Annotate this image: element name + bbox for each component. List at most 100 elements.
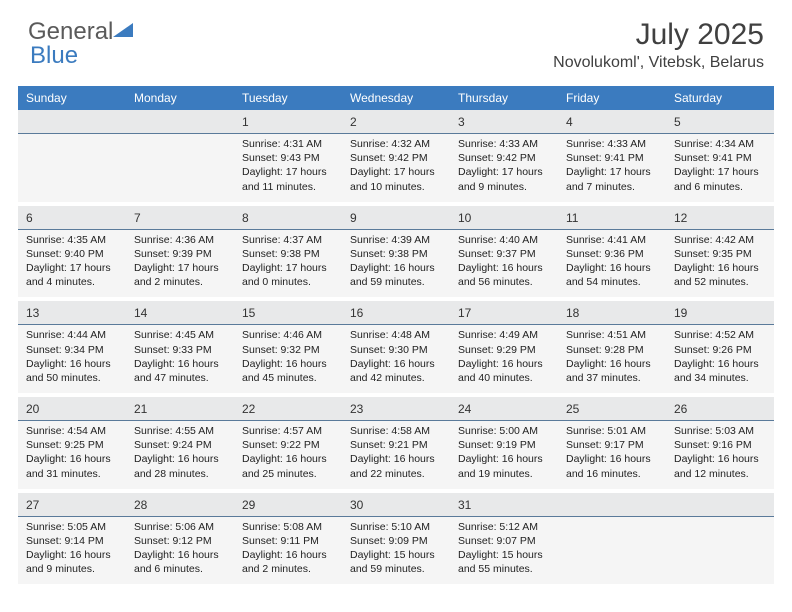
daynum-cell: 1 — [234, 110, 342, 134]
day-number: 26 — [674, 402, 687, 416]
sunrise-line: Sunrise: 4:48 AM — [350, 328, 442, 342]
day-number: 14 — [134, 306, 147, 320]
sunset-line: Sunset: 9:38 PM — [242, 247, 334, 261]
sunrise-line: Sunrise: 5:05 AM — [26, 520, 118, 534]
content-row: Sunrise: 4:44 AMSunset: 9:34 PMDaylight:… — [18, 325, 774, 393]
sunset-line: Sunset: 9:07 PM — [458, 534, 550, 548]
daynum-cell: 4 — [558, 110, 666, 134]
daylight-line: Daylight: 16 hours and 28 minutes. — [134, 452, 226, 480]
day-content-cell: Sunrise: 5:00 AMSunset: 9:19 PMDaylight:… — [450, 421, 558, 489]
day-content-cell: Sunrise: 5:10 AMSunset: 9:09 PMDaylight:… — [342, 517, 450, 585]
day-header-row: SundayMondayTuesdayWednesdayThursdayFrid… — [18, 86, 774, 110]
day-content-cell: Sunrise: 5:12 AMSunset: 9:07 PMDaylight:… — [450, 517, 558, 585]
daynum-row: 2021 22 23 24 25 26 — [18, 397, 774, 421]
sunset-line: Sunset: 9:29 PM — [458, 343, 550, 357]
daynum-cell — [558, 493, 666, 517]
daynum-cell — [18, 110, 126, 134]
sunrise-line: Sunrise: 4:36 AM — [134, 233, 226, 247]
sunset-line: Sunset: 9:40 PM — [26, 247, 118, 261]
day-header: Wednesday — [342, 86, 450, 110]
day-content-cell: Sunrise: 4:39 AMSunset: 9:38 PMDaylight:… — [342, 230, 450, 298]
daylight-line: Daylight: 16 hours and 42 minutes. — [350, 357, 442, 385]
daynum-cell: 9 — [342, 206, 450, 230]
daynum-cell: 23 — [342, 397, 450, 421]
sunrise-line: Sunrise: 4:45 AM — [134, 328, 226, 342]
day-number: 23 — [350, 402, 363, 416]
daynum-cell: 13 — [18, 301, 126, 325]
sunrise-line: Sunrise: 4:49 AM — [458, 328, 550, 342]
sunset-line: Sunset: 9:30 PM — [350, 343, 442, 357]
day-header: Sunday — [18, 86, 126, 110]
day-number: 9 — [350, 211, 357, 225]
day-content-cell: Sunrise: 4:37 AMSunset: 9:38 PMDaylight:… — [234, 230, 342, 298]
day-number: 24 — [458, 402, 471, 416]
content-row: Sunrise: 5:05 AMSunset: 9:14 PM Daylight:… — [18, 517, 774, 585]
day-number: 25 — [566, 402, 579, 416]
daynum-cell: 3 — [450, 110, 558, 134]
sunset-line: Sunset: 9:41 PM — [566, 151, 658, 165]
day-content-cell — [666, 517, 774, 585]
sunrise-line: Sunrise: 4:33 AM — [566, 137, 658, 151]
day-number: 16 — [350, 306, 363, 320]
daynum-cell: 6 — [18, 206, 126, 230]
sunset-line: Sunset: 9:25 PM — [26, 438, 118, 452]
sunset-line: Sunset: 9:33 PM — [134, 343, 226, 357]
daylight-line: Daylight: 17 hours and 9 minutes. — [458, 165, 550, 193]
daylight-line: Daylight: 16 hours and 16 minutes. — [566, 452, 658, 480]
sunset-line: Sunset: 9:14 PM — [26, 534, 118, 548]
day-content-cell: Sunrise: 4:52 AMSunset: 9:26 PMDaylight:… — [666, 325, 774, 393]
daynum-cell — [666, 493, 774, 517]
sunrise-line: Sunrise: 4:31 AM — [242, 137, 334, 151]
daynum-cell: 20 — [18, 397, 126, 421]
daylight-line: Daylight: 17 hours and 10 minutes. — [350, 165, 442, 193]
day-content-cell: Sunrise: 4:55 AMSunset: 9:24 PMDaylight:… — [126, 421, 234, 489]
daynum-row: 6789101112 — [18, 206, 774, 230]
daynum-cell: 21 — [126, 397, 234, 421]
daylight-line: Daylight: 16 hours and 25 minutes. — [242, 452, 334, 480]
daynum-cell: 29 — [234, 493, 342, 517]
day-content-cell: Sunrise: 5:03 AMSunset: 9:16 PMDaylight:… — [666, 421, 774, 489]
daynum-cell: 18 — [558, 301, 666, 325]
day-number: 27 — [26, 498, 39, 512]
day-number: 22 — [242, 402, 255, 416]
day-number: 29 — [242, 498, 255, 512]
sunset-line: Sunset: 9:42 PM — [458, 151, 550, 165]
location: Novolukoml', Vitebsk, Belarus — [553, 54, 764, 72]
daynum-cell: 26 — [666, 397, 774, 421]
sunrise-line: Sunrise: 4:52 AM — [674, 328, 766, 342]
sunset-line: Sunset: 9:28 PM — [566, 343, 658, 357]
day-content-cell: Sunrise: 4:33 AMSunset: 9:41 PMDaylight:… — [558, 134, 666, 202]
daynum-cell — [126, 110, 234, 134]
sunset-line: Sunset: 9:21 PM — [350, 438, 442, 452]
daylight-line: Daylight: 17 hours and 2 minutes. — [134, 261, 226, 289]
day-content-cell: Sunrise: 4:36 AMSunset: 9:39 PMDaylight:… — [126, 230, 234, 298]
sunrise-line: Sunrise: 5:12 AM — [458, 520, 550, 534]
daylight-line: Daylight: 16 hours and 56 minutes. — [458, 261, 550, 289]
daylight-line: Daylight: 17 hours and 11 minutes. — [242, 165, 334, 193]
daylight-line: Daylight: 16 hours and 12 minutes. — [674, 452, 766, 480]
day-header: Monday — [126, 86, 234, 110]
day-header: Tuesday — [234, 86, 342, 110]
sunrise-line: Sunrise: 4:51 AM — [566, 328, 658, 342]
daylight-line: Daylight: 15 hours and 59 minutes. — [350, 548, 442, 576]
month-title: July 2025 — [553, 18, 764, 52]
logo-text-2: Blue — [30, 42, 78, 69]
daylight-line: Daylight: 16 hours and 54 minutes. — [566, 261, 658, 289]
day-number: 28 — [134, 498, 147, 512]
daynum-cell: 24 — [450, 397, 558, 421]
day-content-cell: Sunrise: 4:46 AMSunset: 9:32 PMDaylight:… — [234, 325, 342, 393]
daylight-line: Daylight: 17 hours and 4 minutes. — [26, 261, 118, 289]
sunrise-line: Sunrise: 5:10 AM — [350, 520, 442, 534]
day-number: 4 — [566, 115, 573, 129]
sunrise-line: Sunrise: 4:57 AM — [242, 424, 334, 438]
day-number: 3 — [458, 115, 465, 129]
day-content-cell: Sunrise: 4:44 AMSunset: 9:34 PMDaylight:… — [18, 325, 126, 393]
daynum-cell: 8 — [234, 206, 342, 230]
daynum-cell: 5 — [666, 110, 774, 134]
daynum-cell: 31 — [450, 493, 558, 517]
sunset-line: Sunset: 9:37 PM — [458, 247, 550, 261]
calendar: SundayMondayTuesdayWednesdayThursdayFrid… — [18, 86, 774, 588]
sunrise-line: Sunrise: 5:06 AM — [134, 520, 226, 534]
day-content-cell: Sunrise: 4:41 AMSunset: 9:36 PMDaylight:… — [558, 230, 666, 298]
content-row: Sunrise: 4:35 AMSunset: 9:40 PMDaylight:… — [18, 230, 774, 298]
